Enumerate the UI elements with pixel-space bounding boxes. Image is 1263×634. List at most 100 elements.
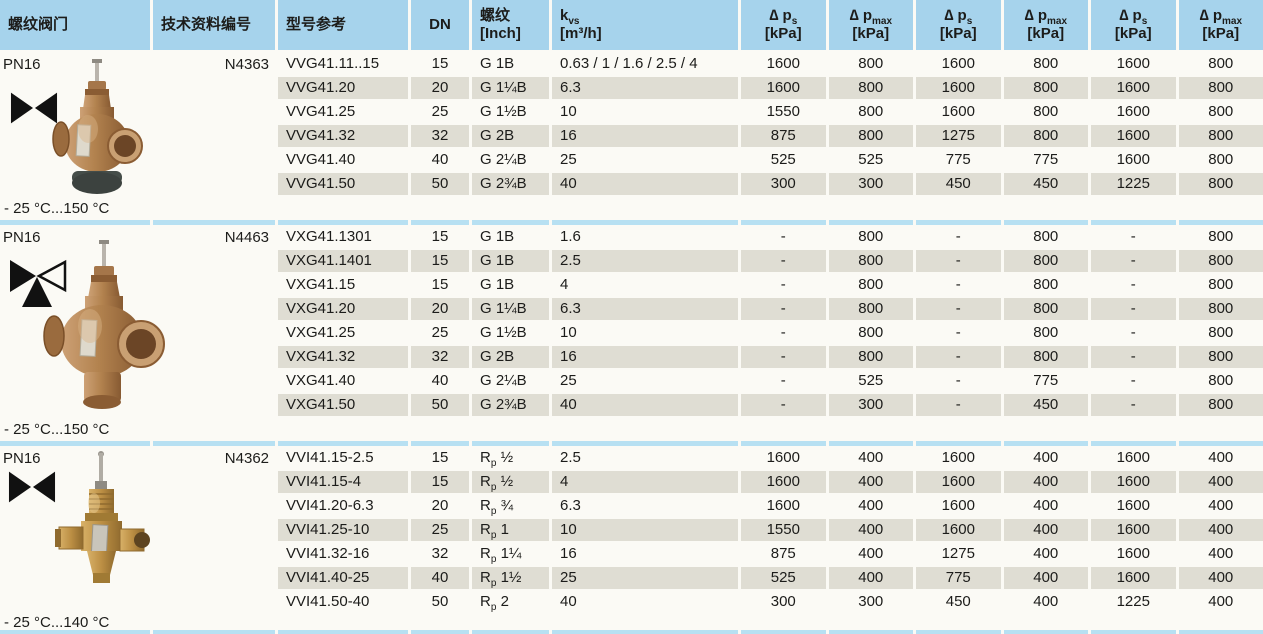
pressure-cell: 800: [829, 226, 914, 248]
pressure-cell: -: [741, 226, 826, 248]
pressure-cell: 775: [1004, 149, 1089, 171]
pressure-cell: 1600: [916, 101, 1001, 123]
dn-cell: 50: [411, 591, 469, 613]
column-header-kvs: kvs [m³/h]: [552, 0, 738, 50]
divider-segment: [0, 441, 150, 446]
pressure-cell: 800: [829, 274, 914, 296]
doc-number: N4363: [153, 56, 269, 73]
dn-cell: 32: [411, 346, 469, 368]
model-cell: VXG41.20: [278, 298, 408, 320]
pressure-cell: 1600: [1091, 519, 1176, 541]
model-cell: VVG41.25: [278, 101, 408, 123]
pressure-cell: -: [916, 274, 1001, 296]
pressure-cell: 400: [1179, 519, 1263, 541]
model-cell: VVI41.25-10: [278, 519, 408, 541]
pressure-cell: 775: [1004, 370, 1089, 392]
thread-cell: G 2¼B: [472, 370, 549, 392]
pressure-cell: -: [916, 250, 1001, 272]
divider-segment: [552, 220, 738, 225]
pressure-cell: 400: [829, 495, 914, 517]
divider-segment: [472, 220, 549, 225]
pressure-cell: 400: [1004, 567, 1089, 589]
pressure-cell: 1600: [916, 519, 1001, 541]
dn-cell: 50: [411, 394, 469, 416]
pressure-cell: 800: [1179, 298, 1263, 320]
pressure-cell: 800: [1004, 250, 1089, 272]
pressure-cell: 875: [741, 543, 826, 565]
pressure-cell: -: [1091, 298, 1176, 320]
pressure-cell: 1600: [1091, 101, 1176, 123]
divider-segment: [1004, 220, 1089, 225]
dn-cell: 50: [411, 173, 469, 195]
pressure-cell: 300: [741, 173, 826, 195]
pressure-cell: 450: [916, 591, 1001, 613]
doc-number: N4362: [153, 450, 269, 467]
dn-cell: 40: [411, 370, 469, 392]
doc-number: N4463: [153, 229, 269, 246]
column-header-dp-s-1: ∆ ps[kPa]: [741, 0, 826, 50]
pressure-cell: 875: [741, 125, 826, 147]
column-header-valve-type: 螺纹阀门: [0, 0, 150, 50]
pressure-cell: -: [916, 298, 1001, 320]
thread-cell: G 2B: [472, 125, 549, 147]
pressure-cell: 800: [1179, 346, 1263, 368]
pressure-cell: 800: [1179, 322, 1263, 344]
table-header: 螺纹阀门 技术资料编号 型号参考 DN 螺纹 [Inch] kvs [m³/h]…: [0, 0, 1263, 50]
pressure-cell: 800: [1004, 77, 1089, 99]
pn-rating: PN16: [3, 56, 41, 73]
pressure-cell: 1275: [916, 543, 1001, 565]
kvs-cell: 2.5: [552, 447, 738, 469]
pressure-cell: 400: [1004, 495, 1089, 517]
pressure-cell: 800: [1179, 274, 1263, 296]
pressure-cell: 775: [916, 149, 1001, 171]
column-header-thread: 螺纹 [Inch]: [472, 0, 549, 50]
column-header-doc-number: 技术资料编号: [153, 0, 275, 50]
divider-segment: [153, 220, 275, 225]
thread-cell: G 1½B: [472, 101, 549, 123]
pressure-cell: 1600: [916, 447, 1001, 469]
pressure-cell: 300: [829, 591, 914, 613]
pressure-cell: 800: [1004, 125, 1089, 147]
thread-cell: Rp ¾: [472, 495, 549, 517]
pressure-cell: -: [741, 322, 826, 344]
pressure-cell: 400: [829, 447, 914, 469]
pressure-cell: 800: [1179, 101, 1263, 123]
pressure-cell: 800: [1179, 370, 1263, 392]
pressure-cell: 1600: [741, 471, 826, 493]
pressure-cell: 1600: [916, 471, 1001, 493]
pressure-cell: 1550: [741, 519, 826, 541]
valve-photo: [40, 240, 170, 420]
divider-segment: [552, 441, 738, 446]
kvs-cell: 40: [552, 591, 738, 613]
kvs-cell: 16: [552, 346, 738, 368]
pressure-cell: 800: [1179, 394, 1263, 416]
pn-rating: PN16: [3, 229, 41, 246]
pressure-cell: 400: [829, 471, 914, 493]
pressure-cell: -: [1091, 226, 1176, 248]
model-cell: VXG41.50: [278, 394, 408, 416]
divider-segment: [411, 441, 469, 446]
pressure-cell: -: [1091, 370, 1176, 392]
divider-segment: [1179, 441, 1263, 446]
pressure-cell: 800: [1179, 149, 1263, 171]
model-cell: VVI41.20-6.3: [278, 495, 408, 517]
divider-segment: [153, 630, 275, 634]
divider-segment: [278, 220, 408, 225]
pressure-cell: -: [1091, 394, 1176, 416]
kvs-header-label: kvs: [560, 7, 738, 25]
model-cell: VVG41.40: [278, 149, 408, 171]
thread-cell: Rp 2: [472, 591, 549, 613]
model-cell: VXG41.25: [278, 322, 408, 344]
pressure-cell: 1225: [1091, 591, 1176, 613]
divider-segment: [552, 630, 738, 634]
dn-cell: 25: [411, 101, 469, 123]
